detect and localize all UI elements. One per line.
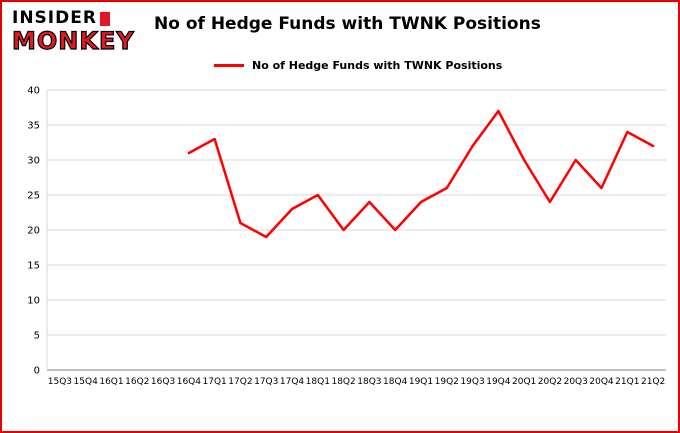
x-tick-label: 18Q2	[331, 377, 355, 387]
x-tick-label: 18Q4	[383, 377, 408, 387]
y-tick-label: 10	[27, 296, 40, 307]
logo-text-insider: INSIDER	[12, 8, 97, 28]
y-tick-label: 5	[34, 331, 40, 342]
y-tick-label: 30	[27, 156, 40, 167]
x-tick-label: 16Q4	[177, 377, 202, 387]
x-tick-label: 20Q1	[512, 377, 536, 387]
series-line	[187, 109, 655, 239]
x-tick-label: 19Q3	[460, 377, 484, 387]
logo-text-monkey: MONKEY	[11, 27, 135, 55]
logo-red-block-icon	[99, 11, 110, 26]
x-tick-label: 19Q2	[435, 377, 459, 387]
legend-line-swatch-icon	[214, 64, 244, 67]
logo-line-insider: INSIDER	[12, 10, 135, 27]
x-tick-label: 17Q3	[254, 377, 278, 387]
x-tick-label: 17Q4	[280, 377, 305, 387]
chart-svg: 0 5 10 15 20 25 30 35 40 15Q3 15Q4 16Q1 16Q2 16Q3 16Q4…	[27, 86, 666, 387]
x-tick-label: 15Q3	[48, 377, 72, 387]
insider-monkey-logo: INSIDER MONKEY	[11, 10, 135, 55]
x-tick-label: 16Q1	[99, 377, 123, 387]
x-tick-label: 16Q2	[125, 377, 149, 387]
x-tick-label: 16Q3	[151, 377, 175, 387]
y-tick-label: 40	[27, 86, 40, 97]
x-tick-label: 18Q3	[357, 377, 381, 387]
x-tick-label: 21Q2	[641, 377, 665, 387]
x-tick-label: 20Q2	[538, 377, 562, 387]
y-tick-label: 25	[27, 191, 40, 202]
x-tick-label: 20Q4	[589, 377, 614, 387]
x-tick-label: 18Q1	[306, 377, 330, 387]
x-tick-label: 19Q1	[409, 377, 433, 387]
y-tick-label: 15	[27, 261, 40, 272]
x-tick-label: 21Q1	[615, 377, 639, 387]
x-tick-label: 20Q3	[564, 377, 588, 387]
legend-label: No of Hedge Funds with TWNK Positions	[252, 59, 503, 72]
x-tick-label: 19Q4	[486, 377, 511, 387]
x-tick-label: 17Q1	[203, 377, 227, 387]
y-tick-label: 35	[27, 121, 40, 132]
x-tick-label: 15Q4	[74, 377, 99, 387]
x-tick-label: 17Q2	[228, 377, 252, 387]
y-tick-label: 0	[34, 366, 40, 377]
y-tick-label: 20	[27, 226, 40, 237]
chart-title: No of Hedge Funds with TWNK Positions	[154, 14, 541, 34]
legend: No of Hedge Funds with TWNK Positions	[214, 59, 502, 72]
